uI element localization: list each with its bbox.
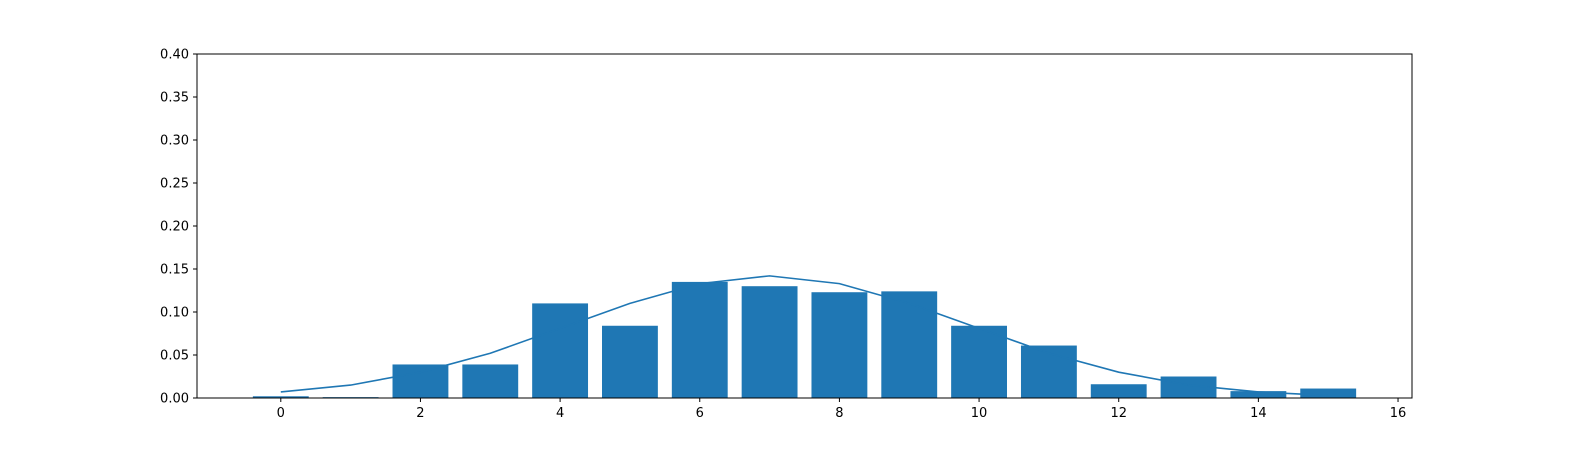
y-tick-label-8: 0.40	[160, 48, 189, 63]
plot-frame	[196, 53, 1413, 399]
distribution-line	[280, 275, 1329, 397]
x-tick-label-6: 6	[696, 406, 704, 421]
x-tick-label-14: 14	[1250, 406, 1267, 421]
y-axis: 0.00 0.05 0.10 0.15 0.20 0.25 0.30 0.35 0.40	[160, 48, 197, 407]
bar-14	[1230, 391, 1287, 398]
y-tick-label-4: 0.20	[160, 220, 189, 235]
bar-4	[532, 303, 589, 398]
bar-3	[462, 364, 519, 398]
bar-7	[741, 286, 798, 398]
bar-11	[1020, 345, 1077, 398]
x-axis: 0 2 4 6 8 10 12 14 16	[277, 398, 1407, 421]
y-tick-label-1: 0.05	[160, 349, 189, 364]
bar-0	[252, 396, 309, 398]
x-tick-label-2: 2	[416, 406, 424, 421]
bar-6	[671, 281, 728, 398]
bar-2	[392, 364, 449, 398]
x-tick-label-4: 4	[556, 406, 564, 421]
y-tick-label-0: 0.00	[160, 392, 189, 407]
bar-15	[1300, 388, 1357, 398]
bars-layer	[252, 281, 1357, 398]
x-tick-label-0: 0	[277, 406, 285, 421]
y-tick-label-3: 0.15	[160, 263, 189, 278]
x-tick-label-10: 10	[971, 406, 988, 421]
x-tick-label-8: 8	[835, 406, 843, 421]
line-layer	[280, 275, 1329, 397]
y-tick-label-6: 0.30	[160, 134, 189, 149]
bar-9	[881, 291, 938, 398]
bar-8	[811, 292, 868, 398]
bar-5	[602, 325, 658, 398]
y-tick-label-5: 0.25	[160, 177, 189, 192]
bar-10	[951, 325, 1007, 398]
x-tick-label-16: 16	[1390, 406, 1407, 421]
y-tick-label-2: 0.10	[160, 306, 189, 321]
x-tick-label-12: 12	[1110, 406, 1127, 421]
y-tick-label-7: 0.35	[160, 91, 189, 106]
bar-12	[1090, 384, 1147, 398]
